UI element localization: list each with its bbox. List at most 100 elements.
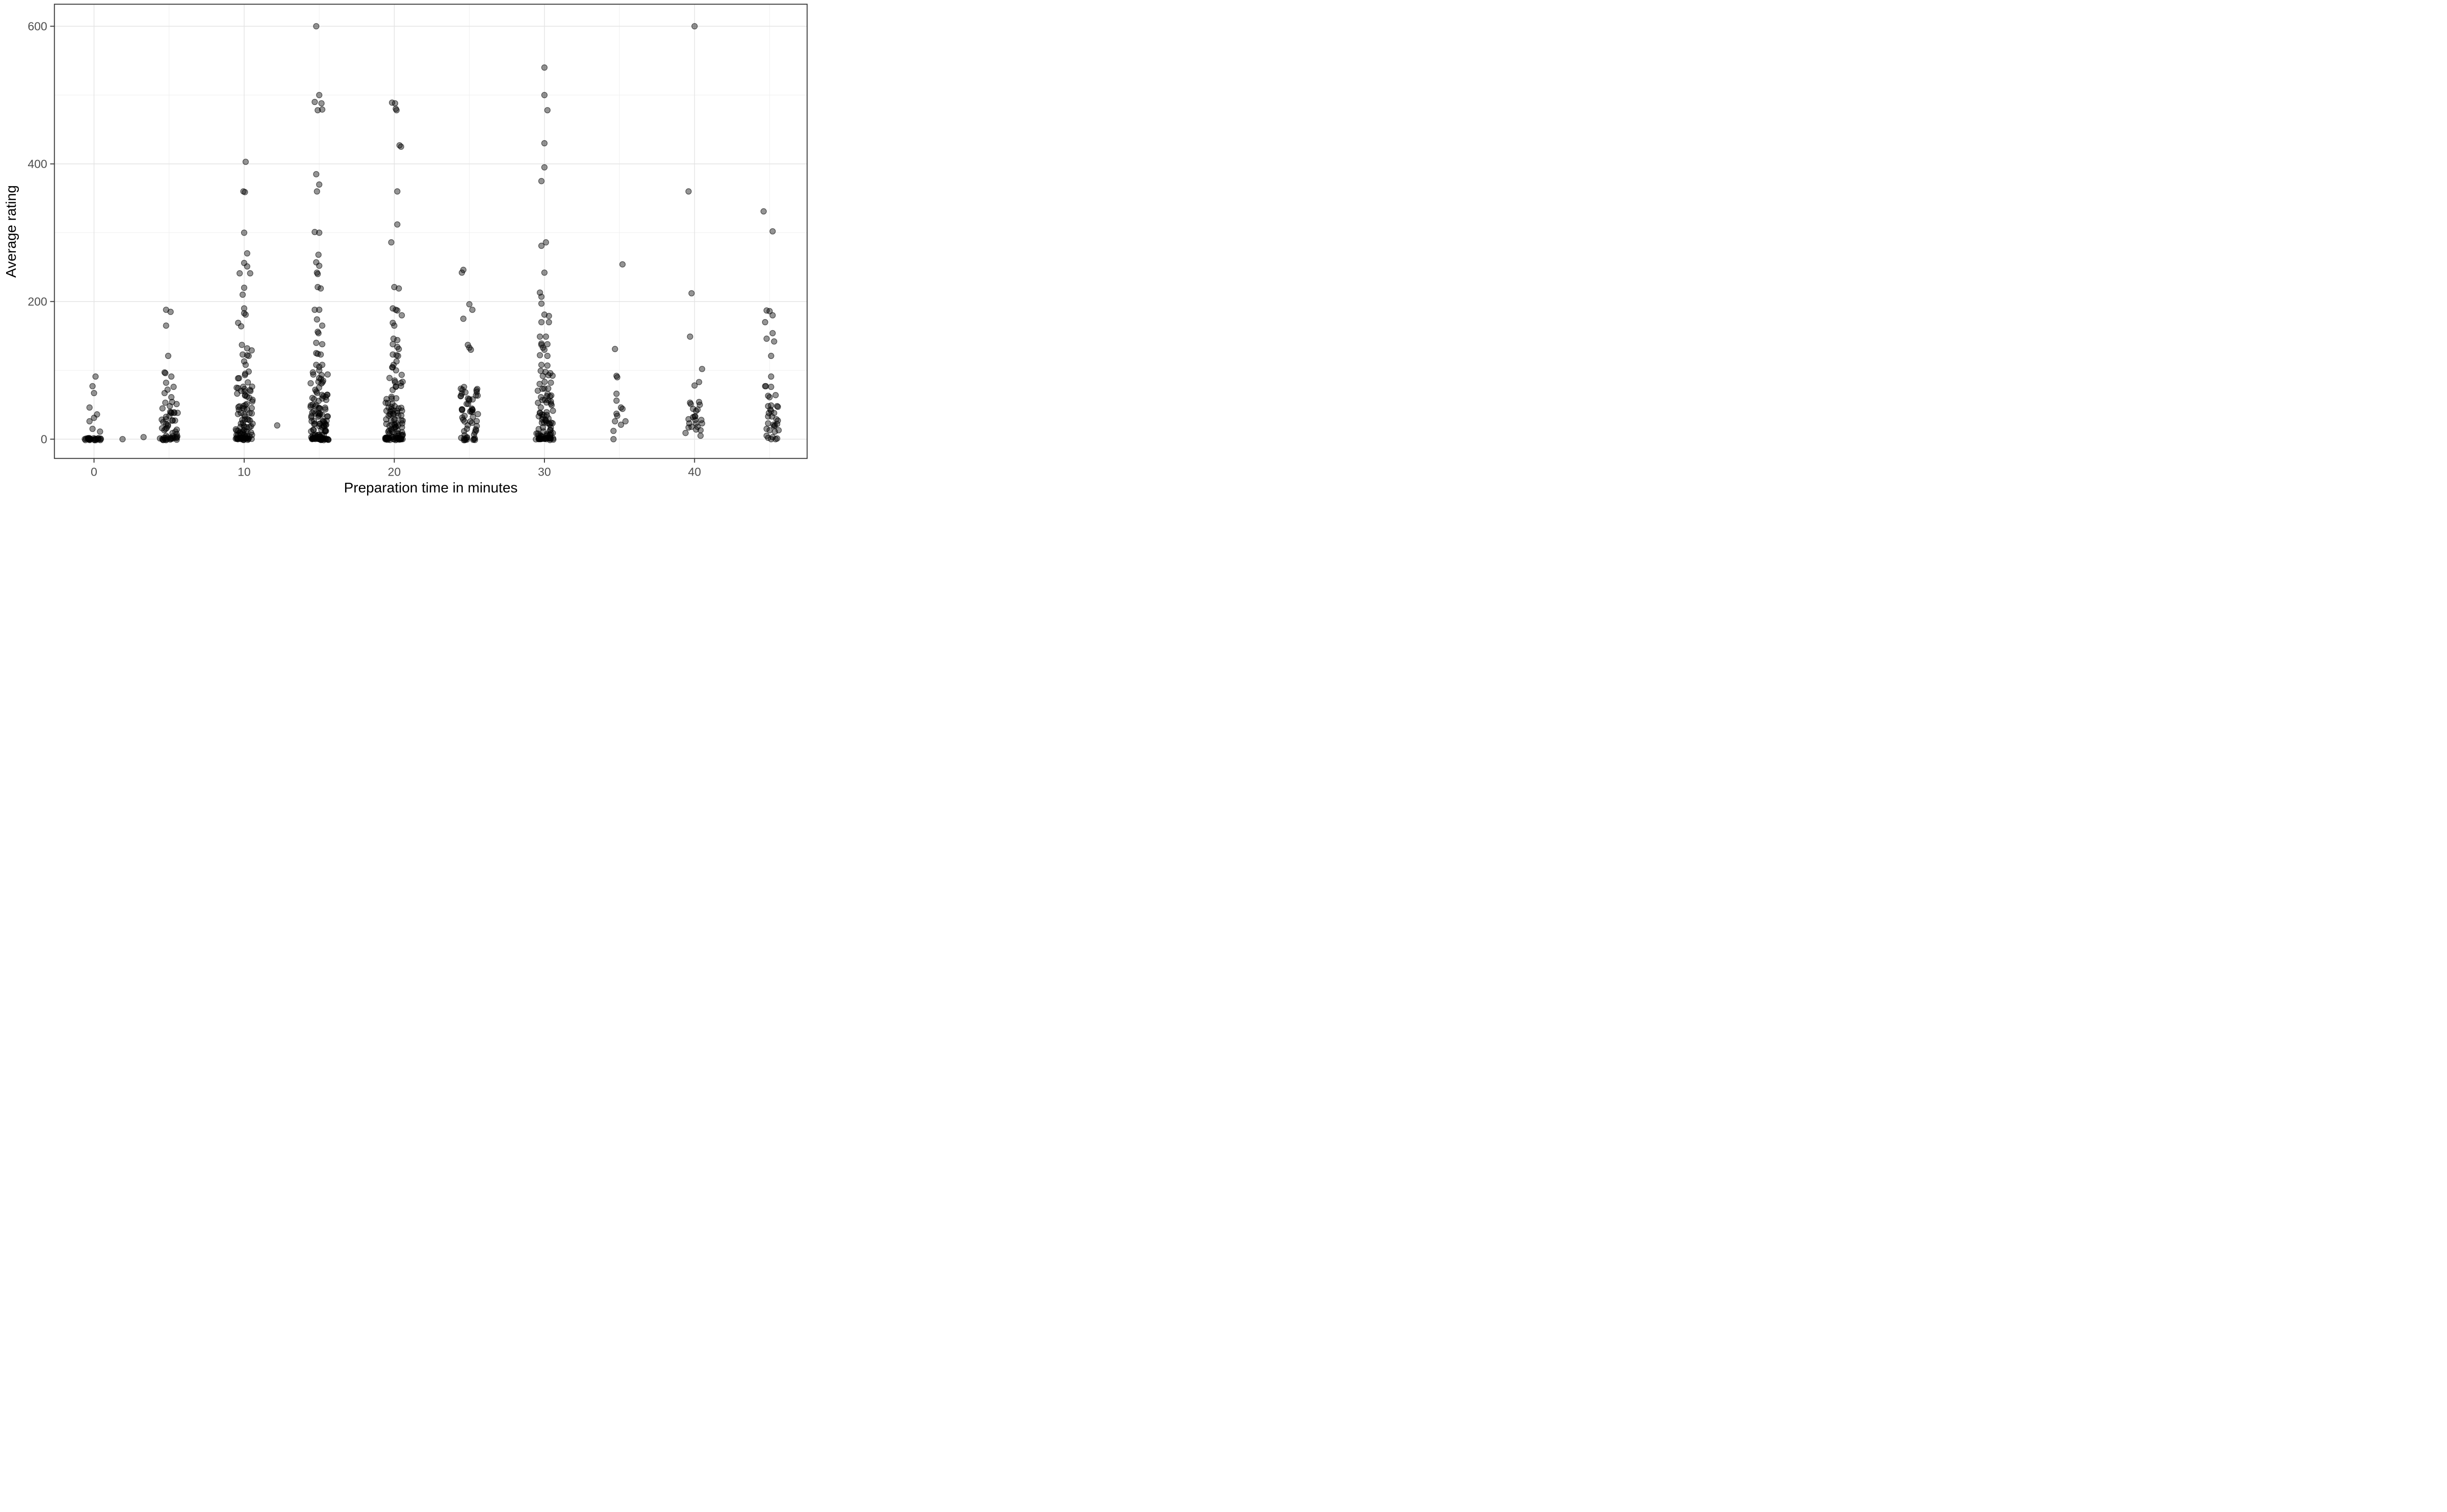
data-point (614, 412, 620, 419)
data-point (699, 420, 706, 427)
data-point (316, 367, 323, 374)
data-point (545, 312, 552, 319)
data-point (548, 402, 555, 408)
data-point (318, 426, 325, 433)
data-point (324, 392, 330, 398)
data-point (167, 403, 173, 409)
data-point (691, 382, 698, 389)
data-point (612, 346, 618, 352)
data-point (242, 361, 249, 368)
data-point (324, 413, 330, 420)
data-point (382, 399, 389, 406)
data-point (91, 414, 97, 421)
data-point (238, 409, 244, 416)
data-point (163, 322, 169, 329)
data-point (769, 330, 776, 336)
data-point (238, 420, 244, 427)
data-point (769, 312, 776, 319)
data-point (467, 346, 474, 353)
data-point (244, 250, 250, 257)
data-point (316, 363, 323, 370)
data-point (399, 312, 405, 319)
data-point (172, 428, 179, 435)
data-point (538, 293, 545, 300)
data-point (249, 383, 255, 390)
data-point (398, 143, 404, 150)
data-point (83, 435, 90, 442)
data-point (396, 346, 402, 352)
data-point (89, 383, 96, 389)
data-point (545, 372, 552, 379)
data-point (315, 271, 321, 277)
data-point (241, 229, 248, 236)
data-point (461, 383, 467, 390)
data-point (535, 400, 541, 406)
data-point (394, 188, 401, 195)
data-point (314, 188, 320, 195)
data-point (538, 178, 545, 185)
data-point (394, 307, 401, 314)
data-point (535, 435, 542, 442)
data-point (691, 23, 698, 30)
data-point (470, 436, 477, 443)
data-point (541, 269, 548, 276)
data-point (168, 394, 175, 401)
data-point (463, 401, 470, 407)
data-point (315, 330, 322, 336)
data-point (164, 436, 170, 442)
data-point (238, 323, 245, 330)
data-point (316, 398, 322, 404)
data-point (459, 414, 466, 421)
x-axis-title: Preparation time in minutes (344, 480, 518, 496)
data-point (322, 421, 328, 427)
data-point (547, 427, 554, 433)
data-point (248, 347, 255, 354)
data-point (319, 395, 326, 402)
data-point (394, 336, 401, 344)
data-point (243, 424, 250, 430)
data-point (388, 239, 395, 246)
data-point (316, 92, 323, 98)
data-point (243, 435, 250, 441)
data-point (768, 383, 774, 390)
data-point (239, 351, 246, 358)
data-point (699, 366, 706, 372)
data-point (392, 100, 399, 107)
x-tick-label: 40 (688, 465, 701, 478)
data-point (311, 306, 318, 313)
data-point (472, 437, 478, 444)
data-point (388, 395, 395, 402)
data-point (242, 189, 248, 195)
data-point (769, 228, 776, 234)
data-point (311, 396, 318, 403)
data-point (241, 386, 248, 393)
data-point (245, 379, 251, 386)
data-point (687, 333, 693, 340)
data-point (167, 308, 174, 315)
data-point (162, 399, 169, 406)
data-point (543, 399, 550, 406)
data-point (390, 361, 397, 368)
data-point (768, 373, 774, 380)
data-point (468, 405, 475, 412)
data-point (763, 383, 769, 389)
data-point (536, 352, 543, 358)
data-point (474, 388, 480, 396)
data-point (89, 426, 96, 432)
data-point (541, 385, 548, 392)
data-point (612, 418, 618, 425)
chart-figure: 0 10 20 30 40 0 200 400 600 Preparation time in … (0, 0, 816, 504)
panel-border (54, 4, 808, 459)
data-point (249, 397, 256, 403)
data-point (386, 423, 393, 429)
data-point (325, 436, 331, 443)
data-point (399, 424, 405, 431)
data-point (771, 410, 777, 416)
data-point (766, 308, 773, 315)
data-point (465, 401, 472, 407)
data-point (470, 413, 476, 420)
data-point (239, 291, 246, 298)
data-point (537, 368, 544, 374)
data-point (232, 426, 239, 433)
